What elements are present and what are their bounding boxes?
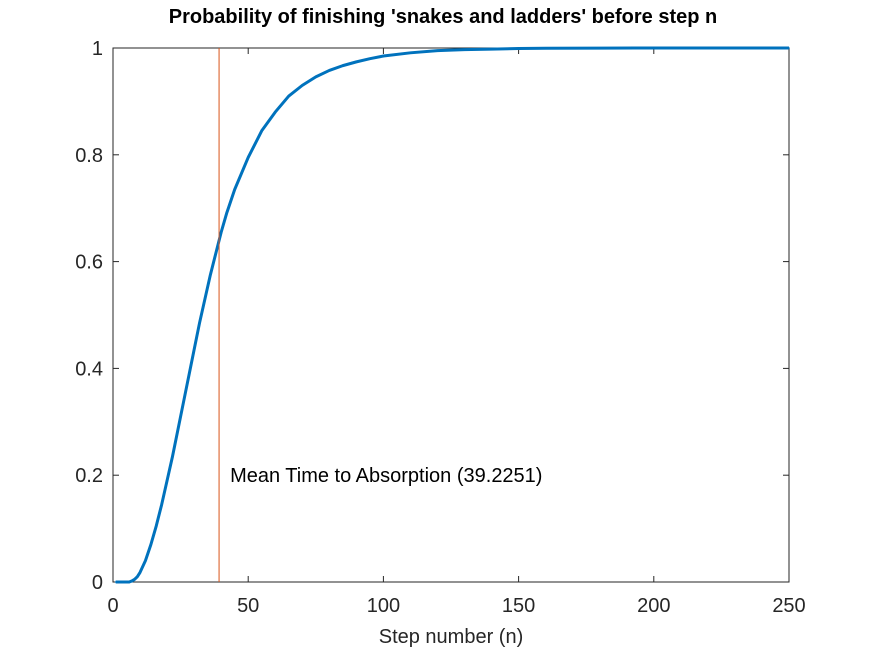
data-point	[598, 47, 601, 49]
data-point	[328, 69, 331, 72]
y-tick-label: 0	[92, 572, 103, 594]
data-point	[355, 61, 358, 63]
data-point	[209, 274, 212, 276]
y-tick-label: 0.8	[75, 145, 103, 167]
y-tick-label: 1	[92, 38, 103, 60]
y-tick-label: 0.4	[75, 358, 103, 380]
data-point	[114, 581, 117, 583]
data-point	[187, 375, 190, 378]
data-point	[150, 543, 152, 546]
data-point	[198, 322, 201, 324]
data-point	[517, 47, 520, 50]
data-point	[301, 84, 304, 87]
data-point	[544, 47, 547, 50]
data-point	[214, 252, 217, 255]
x-axis-ticks: 0 50 100 150 200 250	[107, 48, 806, 617]
x-axis-label: Step number (n)	[379, 626, 524, 648]
data-point	[247, 156, 249, 159]
x-tick-label: 100	[367, 595, 400, 617]
x-tick-label: 50	[237, 595, 259, 617]
data-point	[653, 47, 655, 49]
data-point	[171, 455, 174, 458]
x-tick-label: 150	[502, 595, 535, 617]
x-tick-label: 250	[772, 595, 805, 617]
data-point	[128, 581, 131, 583]
data-point	[144, 559, 147, 562]
data-point	[436, 49, 439, 52]
data-point	[788, 47, 790, 49]
data-point	[463, 48, 466, 51]
series-layer	[114, 46, 790, 584]
data-point	[133, 578, 136, 581]
data-point	[707, 47, 709, 49]
data-point	[369, 57, 371, 60]
x-tick-label: 200	[637, 595, 670, 617]
data-point	[193, 348, 195, 351]
y-axis-ticks: 0 0.2 0.4 0.6 0.8 1	[75, 38, 789, 594]
y-tick-label: 0.6	[75, 252, 103, 274]
data-point	[225, 212, 228, 215]
data-point	[117, 581, 120, 583]
mean-time-label: Mean Time to Absorption (39.2251)	[230, 465, 542, 487]
plot-area	[112, 47, 790, 583]
chart-title: Probability of finishing 'snakes and lad…	[169, 6, 718, 28]
data-point	[490, 48, 493, 50]
annotation-layer: Mean Time to Absorption (39.2251)	[218, 48, 542, 582]
data-point	[274, 111, 277, 113]
data-point	[120, 581, 122, 583]
data-point	[123, 581, 125, 583]
data-point	[220, 231, 222, 234]
data-point	[182, 402, 185, 404]
data-point	[139, 571, 141, 574]
data-point	[160, 503, 163, 506]
data-point	[315, 76, 317, 78]
data-point	[125, 581, 128, 583]
data-point	[155, 525, 158, 527]
data-point	[260, 129, 263, 132]
data-point	[177, 429, 179, 431]
data-point	[136, 575, 139, 578]
data-point	[204, 298, 206, 300]
data-point	[233, 188, 236, 191]
data-point	[131, 580, 133, 582]
data-point	[409, 52, 412, 54]
y-tick-label: 0.2	[75, 465, 103, 487]
data-point	[342, 64, 344, 67]
data-point	[287, 95, 290, 97]
x-tick-label: 0	[107, 595, 118, 617]
data-point	[382, 55, 385, 57]
data-point	[166, 479, 168, 482]
